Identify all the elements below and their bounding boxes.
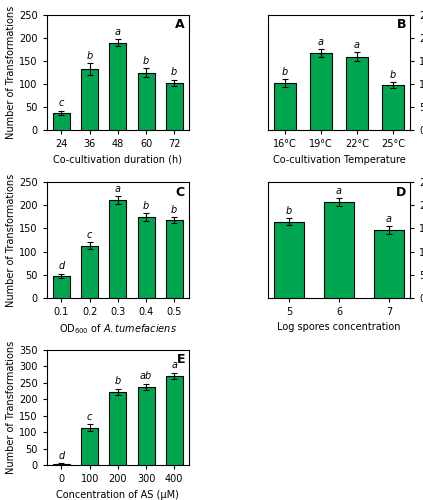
Text: A: A — [175, 18, 185, 32]
Bar — [137, 72, 154, 130]
X-axis label: Co-cultivation Temperature: Co-cultivation Temperature — [272, 155, 405, 165]
Text: b: b — [87, 51, 93, 61]
Text: E: E — [176, 353, 185, 366]
Bar — [374, 230, 404, 298]
Text: a: a — [115, 26, 121, 36]
Y-axis label: Number of Transformations: Number of Transformations — [6, 340, 16, 474]
Bar — [382, 85, 404, 130]
X-axis label: Log spores concentration: Log spores concentration — [277, 322, 401, 332]
Bar — [346, 56, 368, 130]
Bar — [53, 464, 70, 465]
Bar — [81, 246, 98, 298]
Bar — [166, 220, 183, 298]
Text: a: a — [386, 214, 392, 224]
Text: a: a — [318, 37, 324, 47]
Text: d: d — [58, 451, 65, 461]
Text: D: D — [396, 186, 406, 199]
Y-axis label: Number of Transformations: Number of Transformations — [6, 6, 16, 140]
Bar — [110, 200, 126, 298]
Text: C: C — [176, 186, 185, 199]
Bar — [137, 217, 154, 298]
Text: b: b — [390, 70, 396, 80]
Text: b: b — [286, 206, 292, 216]
Bar — [110, 42, 126, 130]
X-axis label: Concentration of AS (μM): Concentration of AS (μM) — [56, 490, 179, 500]
Bar — [137, 387, 154, 465]
X-axis label: Co-cultivation duration (h): Co-cultivation duration (h) — [53, 155, 182, 165]
Bar — [166, 376, 183, 465]
X-axis label: OD$_{600}$ of $\it{A. tumefaciens}$: OD$_{600}$ of $\it{A. tumefaciens}$ — [59, 322, 177, 336]
Bar — [81, 69, 98, 130]
Text: b: b — [115, 376, 121, 386]
Text: a: a — [336, 186, 342, 196]
Text: c: c — [59, 98, 64, 108]
Bar — [324, 202, 354, 298]
Bar — [53, 276, 70, 297]
Text: b: b — [282, 67, 288, 77]
Text: c: c — [87, 230, 92, 239]
Text: a: a — [171, 360, 177, 370]
Text: b: b — [143, 56, 149, 66]
Bar — [166, 83, 183, 130]
Bar — [53, 113, 70, 130]
Text: b: b — [171, 68, 177, 78]
Y-axis label: Number of Transformations: Number of Transformations — [6, 174, 16, 306]
Text: b: b — [171, 204, 177, 214]
Text: b: b — [143, 201, 149, 211]
Text: c: c — [87, 412, 92, 422]
Bar — [81, 428, 98, 465]
Text: d: d — [58, 262, 65, 272]
Text: a: a — [354, 40, 360, 50]
Text: a: a — [115, 184, 121, 194]
Bar — [310, 53, 332, 130]
Text: B: B — [396, 18, 406, 32]
Bar — [110, 392, 126, 465]
Bar — [274, 83, 296, 130]
Bar — [274, 222, 304, 298]
Text: ab: ab — [140, 372, 152, 382]
